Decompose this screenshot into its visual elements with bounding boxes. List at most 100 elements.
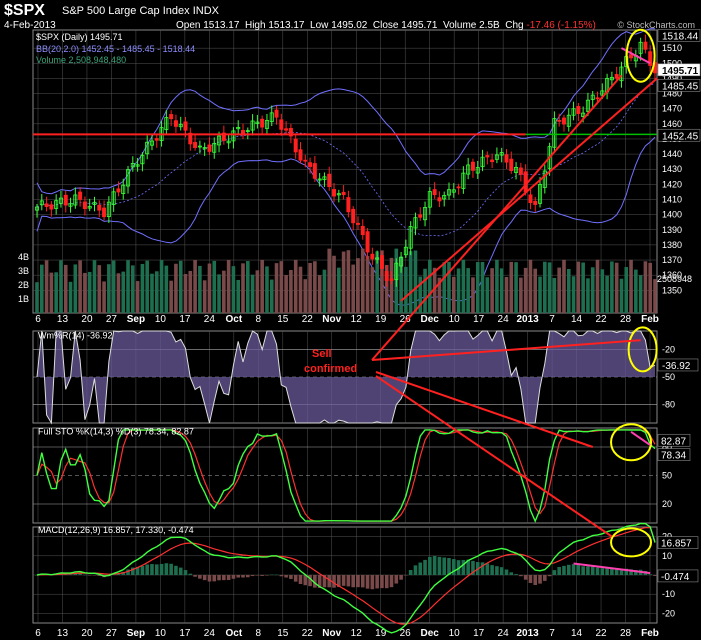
volume-bar xyxy=(619,278,624,313)
volume-bar xyxy=(293,259,298,313)
x-tick-label-bottom: Nov xyxy=(322,628,341,639)
macd-histogram-bar xyxy=(586,566,590,575)
candle-body xyxy=(360,225,365,236)
candle-body xyxy=(600,90,605,96)
candle-body xyxy=(581,112,586,117)
volume-bar xyxy=(418,276,423,313)
candle-body xyxy=(260,118,265,128)
candle-body xyxy=(154,138,159,141)
x-tick-label: 24 xyxy=(204,314,216,325)
volume-bar xyxy=(543,261,547,313)
macd-histogram-bar xyxy=(250,575,255,577)
candle-body xyxy=(413,217,418,229)
x-tick-label: Oct xyxy=(226,314,243,325)
volume-bar xyxy=(360,248,365,313)
x-tick-label-bottom: 8 xyxy=(256,628,262,639)
macd-histogram-bar xyxy=(547,575,552,577)
macd-histogram-bar xyxy=(447,558,451,575)
x-tick-label: 19 xyxy=(375,314,387,325)
volume-bar xyxy=(327,248,332,313)
volume-bar xyxy=(634,269,638,313)
annotation-line-wmr xyxy=(371,339,641,361)
macd-value-label: -0.474 xyxy=(661,572,690,583)
candle-body xyxy=(245,130,250,132)
x-tick-label-bottom: 28 xyxy=(620,628,632,639)
candle-body xyxy=(533,200,538,205)
volume-bar xyxy=(504,276,509,313)
volume-bar xyxy=(87,271,92,313)
candle-body xyxy=(384,271,389,281)
macd-histogram-bar xyxy=(562,565,566,575)
price-tick-label: 1410 xyxy=(662,194,682,204)
wmr-fill xyxy=(37,331,655,423)
volume-bar xyxy=(437,277,442,313)
macd-histogram-bar xyxy=(394,575,399,584)
candle-body xyxy=(240,130,245,134)
volume-bar xyxy=(169,280,173,313)
candle-body xyxy=(130,163,135,168)
sto-value-label: 82.87 xyxy=(661,436,686,447)
volume-bar xyxy=(107,264,111,313)
volume-bar xyxy=(111,260,116,313)
volume-tick-label: 1B xyxy=(18,294,29,304)
candle-body xyxy=(164,117,169,131)
macd-histogram-bar xyxy=(202,575,207,581)
volume-bar xyxy=(562,259,566,313)
candle-body xyxy=(514,166,519,173)
uptrend-line xyxy=(400,77,658,302)
macd-tick-label: -10 xyxy=(662,589,675,599)
macd-histogram-bar xyxy=(150,564,154,575)
x-tick-label-bottom: 19 xyxy=(375,628,387,639)
candle-body xyxy=(279,119,284,130)
macd-histogram-bar xyxy=(154,564,159,575)
x-tick-label: 8 xyxy=(256,314,262,325)
candle-body xyxy=(202,147,207,150)
sto-d-line xyxy=(36,429,656,522)
candle-body xyxy=(576,106,581,114)
candle-body xyxy=(221,132,226,141)
volume-bar xyxy=(428,259,432,313)
change-value: -17.46 (-1.15%) xyxy=(526,20,596,31)
candle-body xyxy=(135,164,140,167)
volume-bar xyxy=(269,279,274,313)
macd-histogram-bar xyxy=(480,562,485,575)
volume-bar xyxy=(188,270,193,313)
volume-bar xyxy=(485,277,490,313)
macd-histogram-bar xyxy=(581,566,585,575)
candle-body xyxy=(207,144,212,152)
x-tick-label: 6 xyxy=(35,314,41,325)
macd-histogram-bar xyxy=(466,559,470,575)
copyright: © StockCharts.com xyxy=(617,20,695,30)
volume-bar xyxy=(595,259,600,313)
macd-histogram-bar xyxy=(78,573,82,575)
macd-histogram-bar xyxy=(207,575,212,582)
macd-histogram-bar xyxy=(552,570,557,575)
candle-body xyxy=(226,140,231,144)
candle-body xyxy=(332,189,337,197)
annotation-confirmed: confirmed xyxy=(304,363,357,375)
x-tick-label: 20 xyxy=(81,314,93,325)
candle-body xyxy=(303,159,308,162)
x-tick-label-bottom: 24 xyxy=(498,628,510,639)
volume-bar xyxy=(552,277,557,313)
macd-histogram-bar xyxy=(313,575,317,588)
candle-body xyxy=(327,173,332,187)
price-label-box xyxy=(657,63,701,77)
volume-bar xyxy=(44,260,49,313)
macd-histogram-bar xyxy=(289,575,293,579)
highlight-circle-macd xyxy=(610,527,653,558)
volume-bar xyxy=(49,272,54,313)
x-tick-label: 24 xyxy=(498,314,510,325)
candle-body xyxy=(470,161,475,171)
volume-bar xyxy=(63,264,68,313)
candle-body xyxy=(490,159,495,163)
candle-body xyxy=(494,154,499,160)
change-label: Chg xyxy=(505,20,524,31)
sto-value-label: 78.34 xyxy=(661,451,686,462)
macd-histogram-bar xyxy=(217,575,221,581)
x-tick-label-bottom: 22 xyxy=(595,628,607,639)
macd-histogram-bar xyxy=(499,567,504,575)
wmr-value-box xyxy=(657,358,699,372)
volume-bar xyxy=(523,267,528,313)
macd-histogram-bar xyxy=(380,575,384,589)
